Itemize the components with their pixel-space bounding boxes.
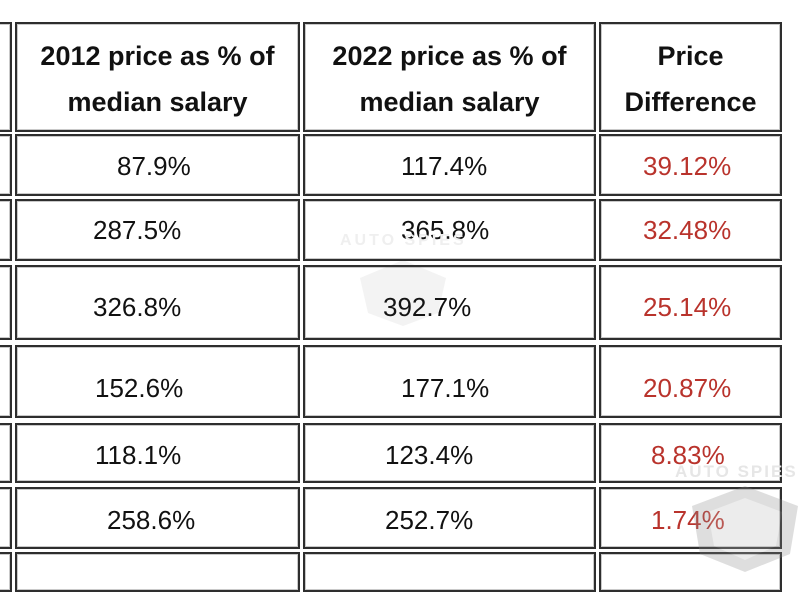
- watermark-logo-corner-icon: [692, 486, 798, 572]
- cell-difference-value: 8.83%: [651, 440, 725, 470]
- table-row-cell: [15, 552, 300, 592]
- cell-difference-value: 25.14%: [643, 292, 732, 322]
- cell-2012-value: 287.5%: [93, 215, 182, 245]
- cell-2012-value: 326.8%: [93, 292, 182, 322]
- header-difference-line-2: Difference: [624, 87, 757, 117]
- cut-off-column-cell: [0, 345, 12, 418]
- table-row-cell: 392.7%: [303, 265, 596, 340]
- cell-2012-value: 118.1%: [95, 440, 182, 470]
- table-row-cell: 365.8%: [303, 199, 596, 261]
- cell-difference-value: 39.12%: [643, 151, 732, 181]
- cell-difference-value: 1.74%: [651, 505, 725, 535]
- header-2012-line-2: median salary: [67, 87, 248, 117]
- header-2022-line-1: 2022 price as % of: [332, 41, 567, 71]
- watermark-logo-center-icon: [360, 260, 446, 326]
- cut-off-column-cell: [0, 265, 12, 340]
- cell-2022-value: 177.1%: [401, 373, 490, 403]
- table-row-cell: 118.1%: [15, 423, 300, 483]
- cut-off-column-cell: [0, 487, 12, 549]
- table-row-cell: 152.6%: [15, 345, 300, 418]
- cell-2012-value: 152.6%: [95, 373, 184, 403]
- table-row-cell: 87.9%: [15, 134, 300, 196]
- cell-2022-value: 123.4%: [385, 440, 474, 470]
- cell-2022-value: 392.7%: [383, 292, 471, 323]
- header-difference-line-1: Price: [657, 41, 724, 71]
- cell-2022-value: 117.4%: [401, 151, 488, 181]
- table-row-cell: 287.5%: [15, 199, 300, 261]
- table-row-cell: 117.4%: [303, 134, 596, 196]
- cell-2022-value: 365.8%: [401, 215, 490, 245]
- cell-difference-value: 32.48%: [643, 215, 732, 245]
- cell-2012-value: 258.6%: [107, 505, 196, 535]
- table-row-cell: 20.87%: [599, 345, 782, 418]
- header-price-difference: Price Difference: [599, 22, 782, 132]
- header-2022-price: 2022 price as % of median salary: [303, 22, 596, 132]
- cut-off-column-cell: [0, 552, 12, 592]
- header-2012-price: 2012 price as % of median salary: [15, 22, 300, 132]
- cut-off-column-cell: [0, 199, 12, 261]
- table-row-cell: 32.48%: [599, 199, 782, 261]
- table-row-cell: 326.8%: [15, 265, 300, 340]
- watermark-text-center: AUTO SPIES: [340, 232, 467, 249]
- table-row-cell: 39.12%: [599, 134, 782, 196]
- cut-off-column-cell: [0, 134, 12, 196]
- header-2022-line-2: median salary: [359, 87, 540, 117]
- table-row-cell: 8.83%: [599, 423, 782, 483]
- header-2012-line-1: 2012 price as % of: [40, 41, 275, 71]
- table-row-cell: 252.7%: [303, 487, 596, 549]
- cut-off-column-cell: [0, 423, 12, 483]
- table-row-cell: 25.14%: [599, 265, 782, 340]
- table-row-cell: 1.74%: [599, 487, 782, 549]
- cell-difference-value: 20.87%: [643, 373, 732, 403]
- watermark-text-corner: AUTO SPIES: [675, 462, 798, 481]
- table-row-cell: [303, 552, 596, 592]
- table-row-cell: 177.1%: [303, 345, 596, 418]
- cell-2012-value: 87.9%: [117, 151, 191, 181]
- cell-2022-value: 252.7%: [385, 505, 474, 535]
- cut-off-column-header: [0, 22, 12, 132]
- table-row-cell: 123.4%: [303, 423, 596, 483]
- table-row-cell: 258.6%: [15, 487, 300, 549]
- price-table: 2012 price as % of median salary 2022 pr…: [0, 22, 782, 592]
